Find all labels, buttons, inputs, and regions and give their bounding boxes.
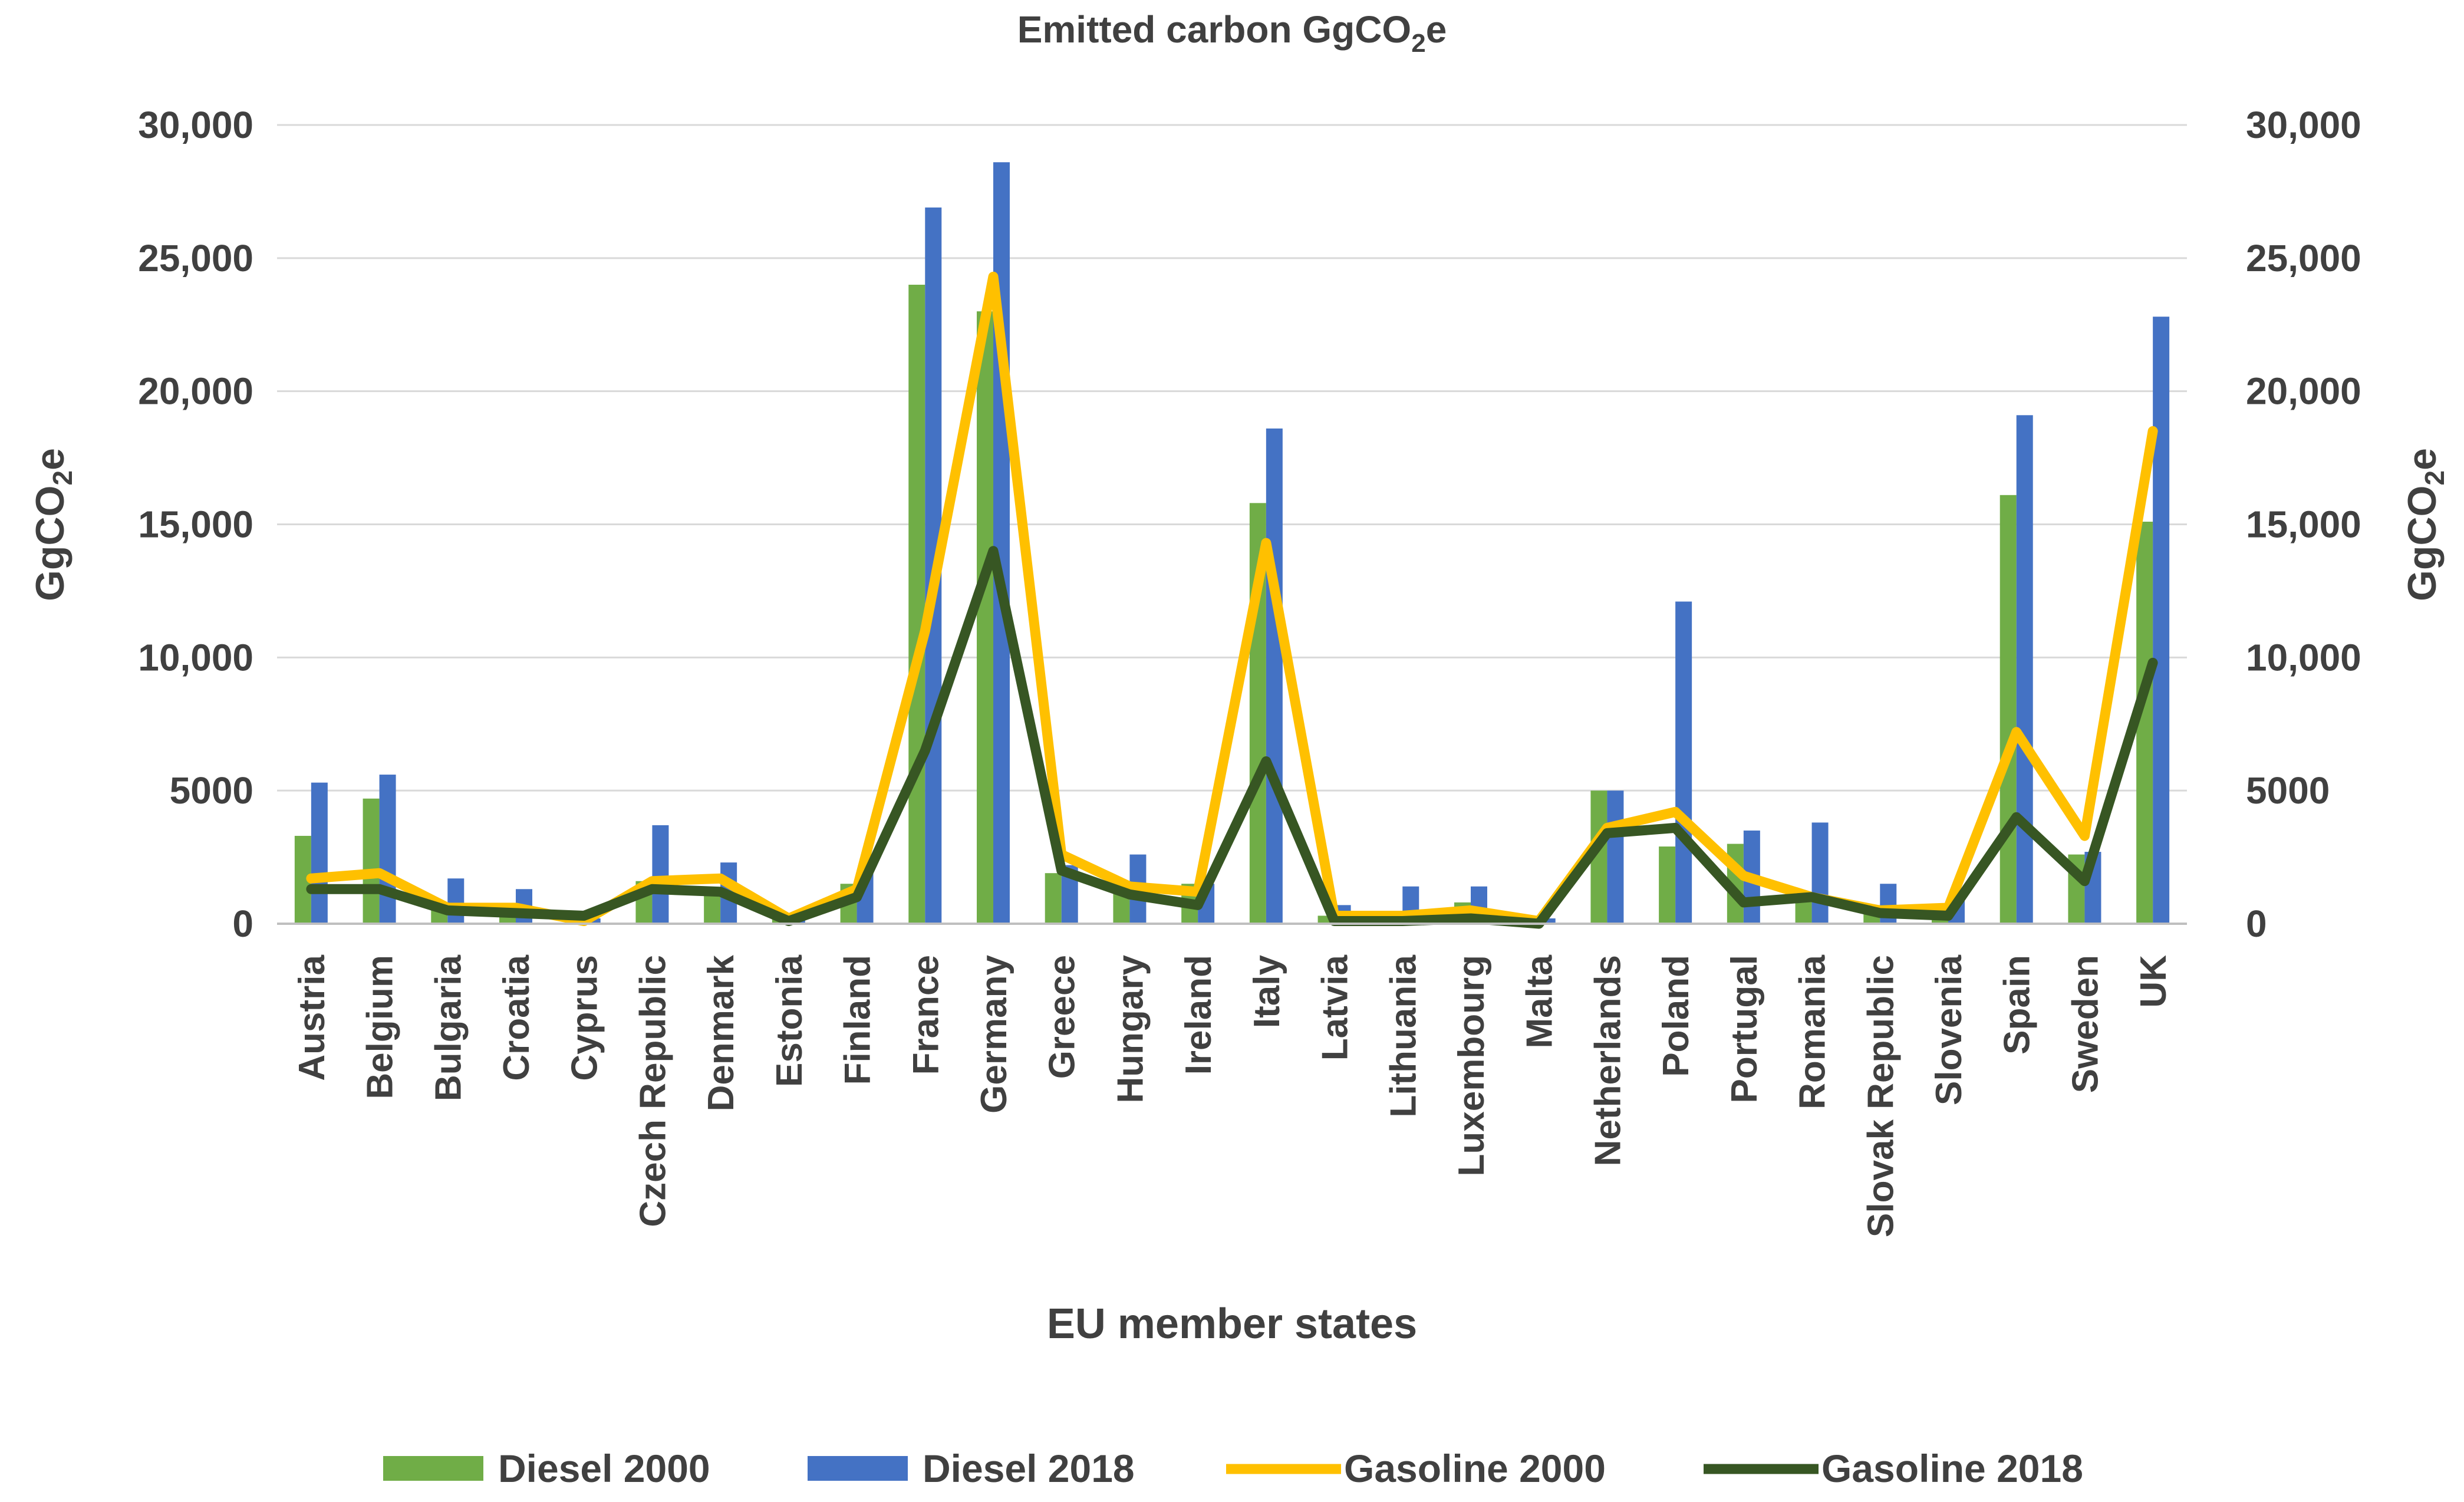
x-tick-label: UK <box>2133 955 2174 1008</box>
x-tick-label: Greece <box>1042 955 1083 1079</box>
x-axis-title: EU member states <box>1047 1300 1417 1348</box>
y-tick-label-left: 30,000 <box>138 104 253 146</box>
bar-diesel-2000 <box>1045 873 1062 924</box>
bar-diesel-2018 <box>379 775 396 924</box>
x-tick-label: Denmark <box>701 954 742 1111</box>
x-tick-label: Czech Republic <box>633 955 673 1227</box>
y-axis-title-right-suffix: e <box>2400 448 2445 470</box>
lines <box>306 271 2158 929</box>
y-tick-label-right: 0 <box>2246 902 2267 945</box>
bar-diesel-2018 <box>2153 317 2170 924</box>
x-tick-label: France <box>905 955 946 1075</box>
bar-diesel-2018 <box>1811 822 1829 924</box>
bar-diesel-2000 <box>1659 846 1676 924</box>
y-tick-label-right: 15,000 <box>2246 503 2361 546</box>
legend-label: Gasoline 2000 <box>1344 1447 1606 1490</box>
y-tick-label-left: 5000 <box>170 769 253 812</box>
bar-diesel-2018 <box>652 825 669 924</box>
x-tick-label: Portugal <box>1724 955 1765 1103</box>
x-tick-label: Malta <box>1520 954 1560 1048</box>
chart-title-suffix: e <box>1426 8 1447 51</box>
x-tick-label: Spain <box>1997 955 2038 1055</box>
chart-title-main: Emitted carbon GgCO <box>1017 8 1412 51</box>
x-tick-label: Ireland <box>1178 955 1219 1075</box>
x-tick-label: Romania <box>1793 954 1833 1109</box>
bar-diesel-2018 <box>311 782 328 924</box>
y-axis-title-right: GgCO2e <box>2400 448 2450 601</box>
x-tick-label: Latvia <box>1315 954 1356 1060</box>
y-tick-label-right: 20,000 <box>2246 370 2361 413</box>
legend: Diesel 2000 Diesel 2018 Gasoline 2000 Gasol… <box>383 1447 2083 1490</box>
y-tick-label-right: 5000 <box>2246 769 2330 812</box>
y-tick-label-left: 25,000 <box>138 237 253 279</box>
bar-diesel-2018 <box>1675 601 1692 924</box>
x-tick-label: Croatia <box>496 954 537 1081</box>
x-tick-label: Netherlands <box>1587 955 1628 1166</box>
legend-swatch <box>383 1456 483 1481</box>
y-tick-label-left: 0 <box>232 902 253 945</box>
y-tick-label-right: 10,000 <box>2246 636 2361 678</box>
x-tick-label: Sweden <box>2065 955 2106 1093</box>
y-axis-title-left-suffix: e <box>28 448 73 470</box>
x-tick-label: Slovak Republic <box>1860 955 1901 1237</box>
legend-label: Diesel 2018 <box>923 1447 1135 1490</box>
x-tick-label: Estonia <box>769 954 810 1086</box>
bar-diesel-2018 <box>1266 428 1283 924</box>
x-tick-label: Austria <box>292 954 332 1081</box>
line-gasoline-2018 <box>306 546 2158 929</box>
bar-diesel-2018 <box>447 878 465 924</box>
legend-label: Gasoline 2018 <box>1821 1447 2083 1490</box>
y-axis-title-left: GgCO2e <box>28 448 78 601</box>
y-tick-label-right: 30,000 <box>2246 104 2361 146</box>
bar-diesel-2018 <box>2016 415 2033 924</box>
y-axis-title-right-subscript: 2 <box>2419 470 2450 486</box>
y-axis-title-left-main: GgCO <box>28 485 73 601</box>
bar-diesel-2000 <box>908 285 925 924</box>
y-axis-title-right-main: GgCO <box>2400 485 2445 601</box>
y-axis-title-left-subscript: 2 <box>47 470 78 486</box>
x-tick-label: Bulgaria <box>428 954 469 1101</box>
gridlines <box>277 124 2187 792</box>
y-tick-label-right: 25,000 <box>2246 237 2361 279</box>
x-tick-label: Lithuania <box>1383 954 1424 1117</box>
x-tick-label: Finland <box>838 955 878 1085</box>
x-tick-label: Italy <box>1247 954 1287 1028</box>
x-tick-label: Slovenia <box>1929 954 1969 1105</box>
x-tick-label: Luxembourg <box>1451 955 1492 1176</box>
y-tick-label-left: 10,000 <box>138 636 253 678</box>
y-tick-label-left: 20,000 <box>138 370 253 413</box>
legend-swatch <box>808 1456 908 1481</box>
x-tick-label: Poland <box>1656 955 1697 1077</box>
bar-diesel-2018 <box>1607 790 1624 924</box>
bar-diesel-2000 <box>1999 495 2017 924</box>
x-tick-label: Cyprus <box>565 955 605 1081</box>
legend-label: Diesel 2000 <box>498 1447 710 1490</box>
bars <box>294 162 2170 924</box>
axes: 0 0 5000 5000 10,000 10,000 15,000 15,000 20,000… <box>138 104 2361 1237</box>
x-tick-label: Belgium <box>360 955 401 1099</box>
bar-diesel-2000 <box>977 311 993 924</box>
x-tick-label: Germany <box>974 954 1014 1113</box>
chart-title: Emitted carbon GgCO2e <box>1017 8 1447 58</box>
bar-diesel-2000 <box>363 798 380 924</box>
y-tick-label-left: 15,000 <box>138 503 253 546</box>
chart-title-subscript: 2 <box>1411 29 1425 58</box>
x-tick-label: Hungary <box>1110 954 1151 1103</box>
